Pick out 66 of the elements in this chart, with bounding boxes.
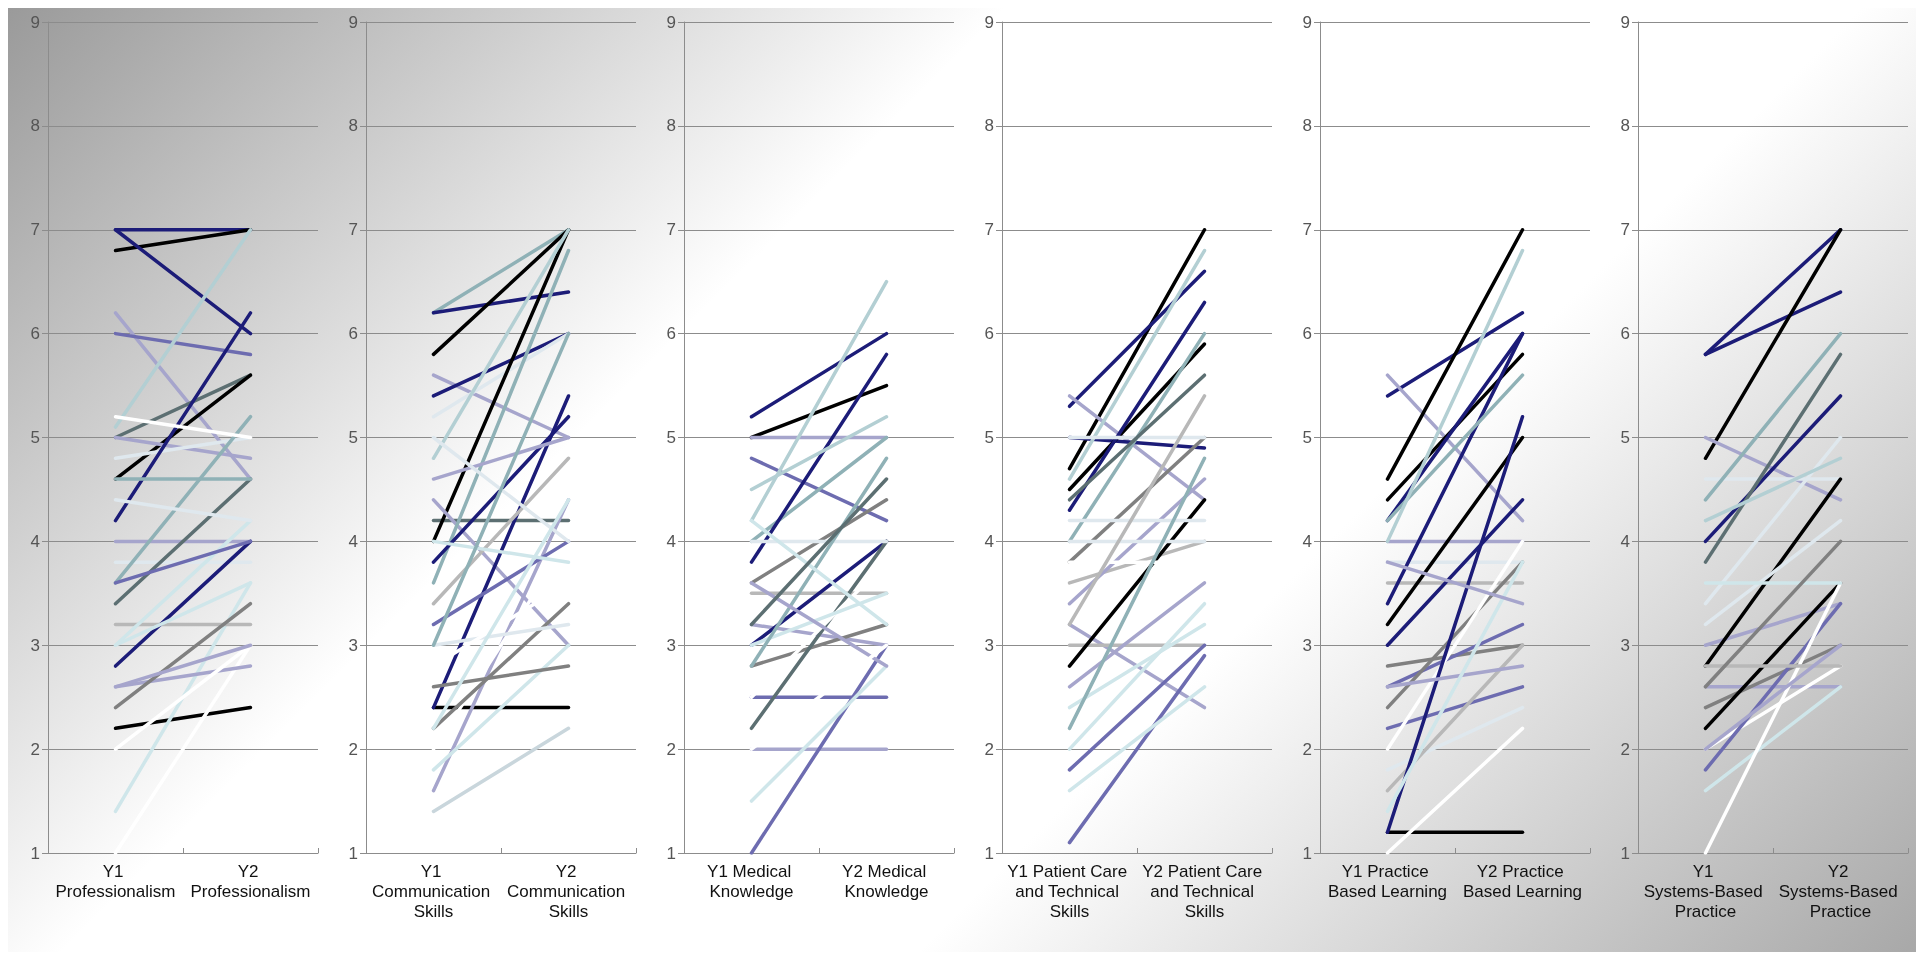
y-tick-label: 3 xyxy=(30,635,40,655)
y-tick-label: 3 xyxy=(666,635,676,655)
y-tick-label: 1 xyxy=(1302,843,1312,863)
y-tick-label: 9 xyxy=(1302,12,1312,32)
x-tick-label: Y1 Systems-Based Practice xyxy=(1643,861,1768,921)
y-tick-label: 8 xyxy=(1302,116,1312,136)
y-tick-label: 1 xyxy=(666,843,676,863)
x-tick-label: Y2 Medical Knowledge xyxy=(842,861,931,901)
y-tick-label: 8 xyxy=(1620,116,1630,136)
y-tick-label: 3 xyxy=(1620,635,1630,655)
y-tick-label: 5 xyxy=(348,428,358,447)
y-tick-label: 9 xyxy=(984,12,994,32)
x-tick-label: Y2 Communication Skills xyxy=(507,861,630,921)
y-tick-label: 4 xyxy=(1302,531,1312,551)
y-tick-label: 7 xyxy=(1620,220,1630,240)
y-tick-label: 1 xyxy=(348,843,358,863)
y-tick-label: 6 xyxy=(984,324,994,344)
x-tick-label: Y1 Communication Skills xyxy=(372,861,495,921)
y-tick-label: 6 xyxy=(666,324,676,344)
y-tick-label: 5 xyxy=(30,428,40,447)
y-tick-label: 4 xyxy=(1620,531,1630,551)
y-tick-label: 4 xyxy=(30,531,40,551)
y-tick-label: 5 xyxy=(1620,428,1630,447)
y-tick-label: 2 xyxy=(30,739,40,759)
y-tick-label: 5 xyxy=(984,428,994,447)
y-tick-label: 8 xyxy=(30,116,40,136)
y-tick-label: 2 xyxy=(1302,739,1312,759)
y-tick-label: 7 xyxy=(30,220,40,240)
x-tick-label: Y2 Practice Based Learning xyxy=(1462,861,1583,901)
y-tick-label: 9 xyxy=(1620,12,1630,32)
y-tick-label: 7 xyxy=(666,220,676,240)
y-tick-label: 9 xyxy=(30,12,40,32)
x-tick-label: Y1 Professionalism xyxy=(55,861,176,901)
y-tick-label: 5 xyxy=(1302,428,1312,447)
y-tick-label: 4 xyxy=(348,531,358,551)
y-tick-label: 8 xyxy=(348,116,358,136)
y-tick-label: 4 xyxy=(984,531,994,551)
y-tick-label: 1 xyxy=(984,843,994,863)
y-tick-label: 3 xyxy=(348,635,358,655)
y-tick-label: 8 xyxy=(984,116,994,136)
x-tick-label: Y1 Medical Knowledge xyxy=(707,861,796,901)
y-tick-label: 1 xyxy=(1620,843,1630,863)
y-tick-label: 4 xyxy=(666,531,676,551)
y-tick-label: 2 xyxy=(666,739,676,759)
y-tick-label: 7 xyxy=(348,220,358,240)
y-tick-label: 6 xyxy=(348,324,358,344)
y-tick-label: 6 xyxy=(30,324,40,344)
y-tick-label: 2 xyxy=(984,739,994,759)
y-tick-label: 7 xyxy=(1302,220,1312,240)
y-tick-label: 1 xyxy=(30,843,40,863)
y-tick-label: 7 xyxy=(984,220,994,240)
y-tick-label: 3 xyxy=(1302,635,1312,655)
y-tick-label: 9 xyxy=(666,12,676,32)
y-tick-label: 5 xyxy=(666,428,676,447)
y-tick-label: 6 xyxy=(1620,324,1630,344)
y-tick-label: 9 xyxy=(348,12,358,32)
x-tick-label: Y2 Professionalism xyxy=(190,861,311,901)
y-tick-label: 2 xyxy=(1620,739,1630,759)
y-tick-label: 8 xyxy=(666,116,676,136)
x-tick-label: Y2 Patient Care and Technical Skills xyxy=(1142,861,1267,921)
x-tick-label: Y2 Systems-Based Practice xyxy=(1778,861,1903,921)
y-tick-label: 6 xyxy=(1302,324,1312,344)
y-tick-label: 2 xyxy=(348,739,358,759)
x-tick-label: Y1 Practice Based Learning xyxy=(1327,861,1448,901)
x-tick-label: Y1 Patient Care and Technical Skills xyxy=(1007,861,1132,921)
y-tick-label: 3 xyxy=(984,635,994,655)
